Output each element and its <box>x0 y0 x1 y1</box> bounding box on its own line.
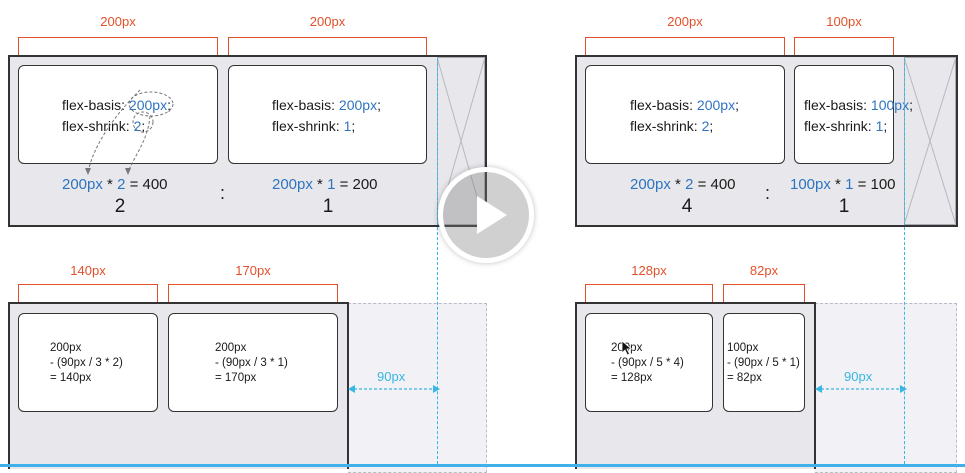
flex-item-2 <box>794 65 894 164</box>
flex-props-2: flex-basis: 200px; flex-shrink: 1; <box>272 97 381 134</box>
ratio-1: 4 <box>681 196 693 217</box>
dimension-label: 200px <box>100 14 136 29</box>
ratio-2: 1 <box>838 196 850 217</box>
original-container-outline <box>348 303 487 473</box>
flex-item-2 <box>723 313 805 412</box>
overflow-cross <box>904 57 956 225</box>
ratio-2: 1 <box>322 196 334 217</box>
flex-props-1: flex-basis: 200px; flex-shrink: 2; <box>630 97 739 134</box>
annotation-arrows <box>85 89 174 175</box>
dimension-label: 170px <box>235 263 271 278</box>
mouse-cursor-icon <box>621 340 633 356</box>
dimension-bracket <box>585 37 785 67</box>
flex-props-1: flex-basis: 200px; flex-shrink: 2; <box>62 97 171 134</box>
progress-line <box>0 464 965 467</box>
flex-item-1 <box>18 65 218 164</box>
gap-label: 90px <box>844 369 873 384</box>
gap-arrow <box>815 385 907 393</box>
flex-item-2 <box>228 65 427 164</box>
shrink-calc-2: 100px * 1 = 100 <box>790 176 896 193</box>
dimension-label: 200px <box>309 14 346 29</box>
guide-line <box>437 58 438 464</box>
dimension-label: 140px <box>70 263 106 278</box>
flex-props-2: flex-basis: 100px; flex-shrink: 1; <box>804 97 913 134</box>
dimension-bracket <box>585 284 713 314</box>
dimension-bracket <box>168 284 338 314</box>
dimension-bracket <box>18 37 218 67</box>
dimension-label: 82px <box>749 263 779 278</box>
flex-item-2 <box>168 313 338 412</box>
dimension-bracket <box>794 37 894 67</box>
play-icon <box>477 196 507 234</box>
shrink-calc-1: 200px * 2 = 400 <box>630 176 736 193</box>
ratio-colon: : <box>220 183 226 203</box>
original-container-outline <box>815 303 957 473</box>
ratio-colon: : <box>765 183 771 203</box>
shrink-formula-2: 200px - (90px / 3 * 1) = 170px <box>215 342 288 384</box>
gap-arrow <box>348 385 440 393</box>
ratio-1: 2 <box>114 196 126 217</box>
flex-item-1 <box>585 313 713 412</box>
guide-line <box>904 58 905 464</box>
flex-item-1 <box>18 313 158 412</box>
flex-item-1 <box>585 65 785 164</box>
dimension-label: 100px <box>826 14 862 29</box>
dimension-bracket <box>723 284 805 314</box>
shrink-calc-1: 200px * 2 = 400 <box>62 176 168 193</box>
dimension-label: 200px <box>667 14 703 29</box>
dimension-bracket <box>18 284 158 314</box>
shrink-formula-2: 100px - (90px / 5 * 1) = 82px <box>727 342 800 384</box>
gap-label: 90px <box>377 369 406 384</box>
dimension-label: 128px <box>631 263 667 278</box>
dimension-bracket <box>228 37 427 67</box>
shrink-calc-2: 200px * 1 = 200 <box>272 176 378 193</box>
shrink-formula-1: 200px - (90px / 3 * 2) = 140px <box>50 342 123 384</box>
play-button[interactable] <box>438 167 534 263</box>
